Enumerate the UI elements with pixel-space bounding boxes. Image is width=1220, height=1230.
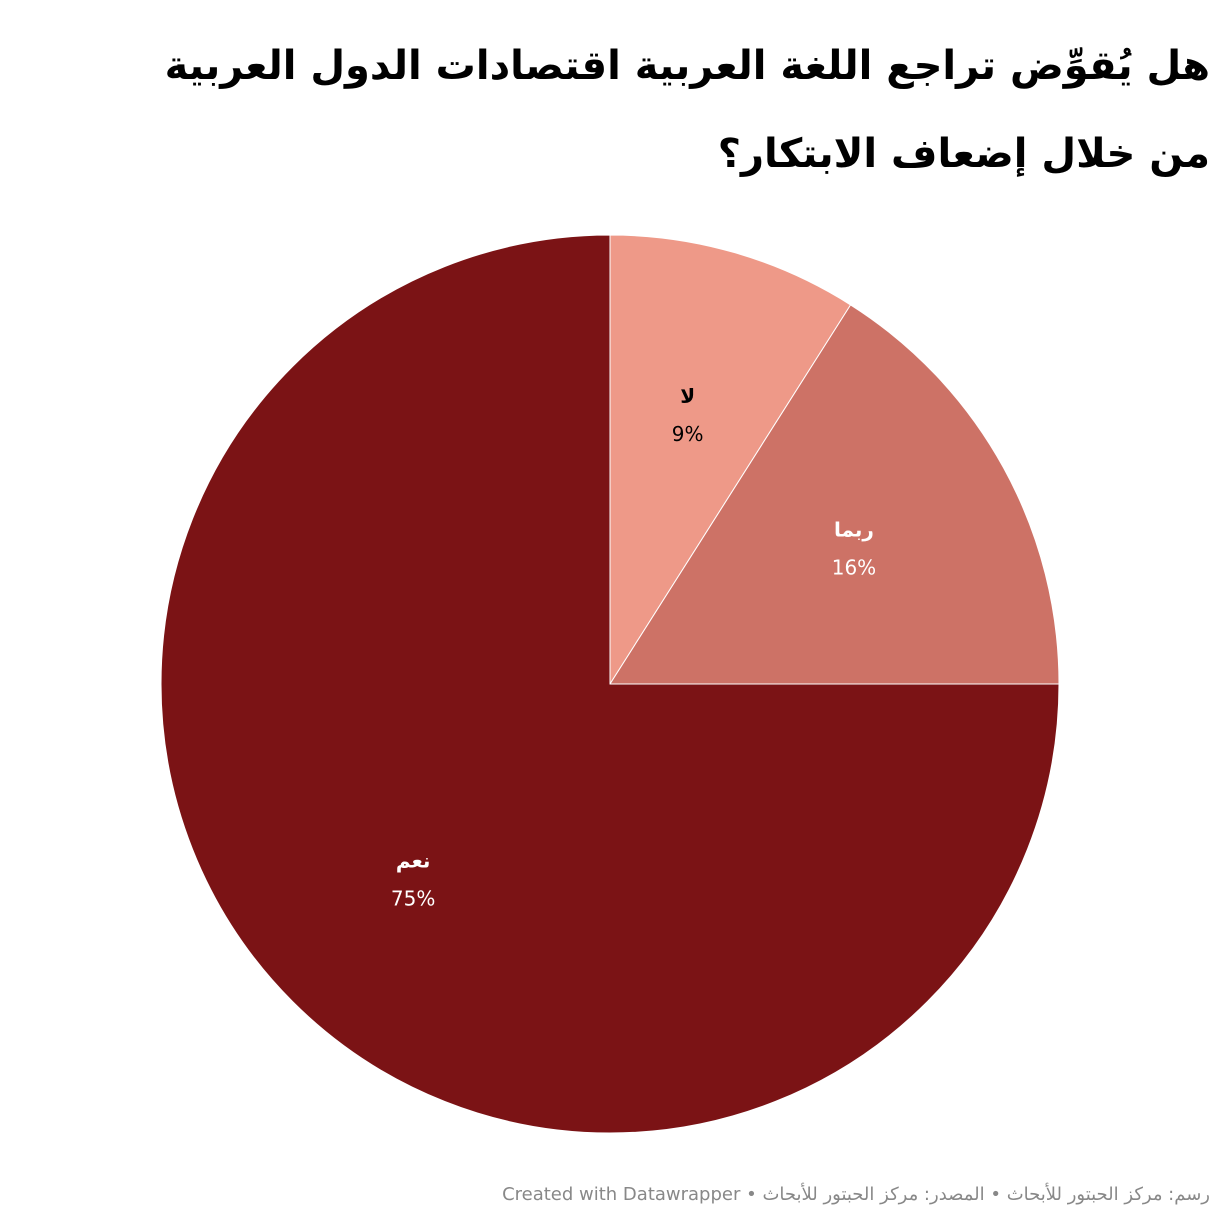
pie-slice (609, 304, 1060, 685)
slice-label: نعم (396, 848, 430, 872)
pie-slice (160, 234, 1060, 1134)
chart-title: هل يُقوِّض تراجع اللغة العربية اقتصادات … (164, 43, 1210, 177)
slice-label: ربما (834, 517, 874, 541)
pie-slice (609, 234, 852, 686)
footer: رسم: مركز الحبتور للأبحاث • المصدر: مركز… (502, 1184, 1210, 1205)
value-label: 75% (391, 886, 435, 910)
value-label: 9% (672, 422, 704, 446)
chart: لا 9% ربما 16% نعم 75% (160, 234, 1060, 1134)
value-label: 16% (832, 555, 876, 579)
slice-label: لا (680, 384, 695, 408)
